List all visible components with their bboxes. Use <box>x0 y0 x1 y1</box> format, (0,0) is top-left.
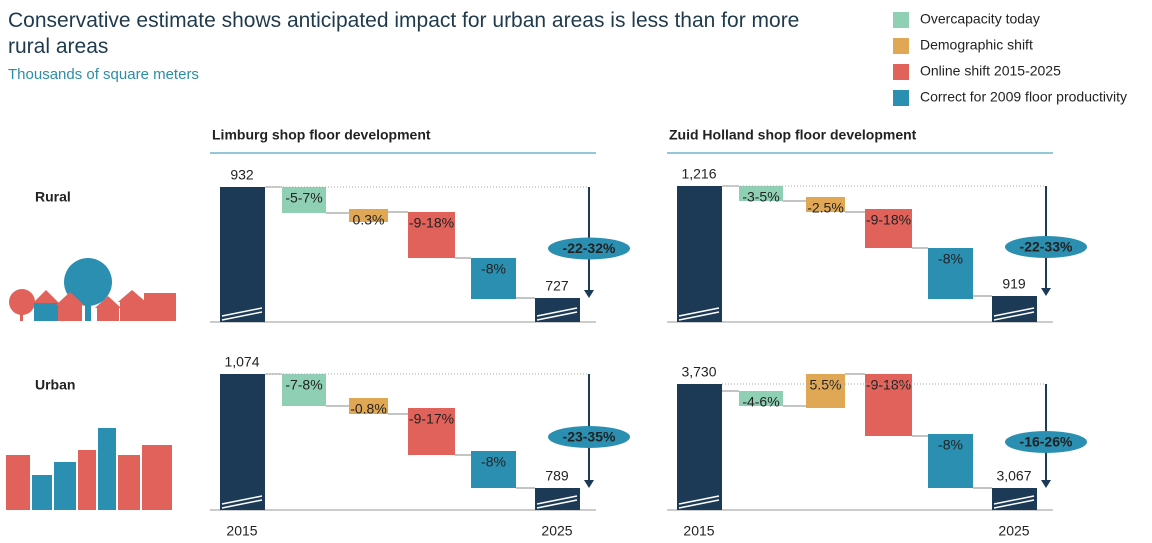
column-title: Limburg shop floor development <box>212 127 431 143</box>
arrow-head <box>584 290 594 298</box>
year-label: 2025 <box>998 523 1029 539</box>
legend-label: Online shift 2015-2025 <box>920 63 1061 79</box>
start-label: 3,730 <box>681 364 716 380</box>
step-label: -9-17% <box>409 411 454 427</box>
step-label: -2.5% <box>807 200 844 216</box>
step-label: -7-8% <box>285 377 322 393</box>
step-label: -8% <box>481 454 506 470</box>
step-label: -3-5% <box>742 189 779 205</box>
step-label: 5.5% <box>810 377 842 393</box>
arrow-head <box>584 480 594 488</box>
year-label: 2015 <box>226 523 257 539</box>
step-label: -5-7% <box>285 190 322 206</box>
total-label: -16-26% <box>1020 434 1073 450</box>
start-bar <box>220 187 265 322</box>
year-label: 2015 <box>683 523 714 539</box>
step-label: -0.8% <box>350 401 387 417</box>
end-label: 919 <box>1002 276 1026 292</box>
start-label: 932 <box>230 167 254 183</box>
start-bar <box>220 374 265 510</box>
rural-icon <box>9 258 176 321</box>
column-title: Zuid Holland shop floor development <box>669 127 917 143</box>
total-label: -23-35% <box>563 429 616 445</box>
total-label: -22-33% <box>1020 239 1073 255</box>
end-label: 727 <box>545 278 569 294</box>
legend-swatch <box>893 12 909 28</box>
step-label: -8% <box>938 437 963 453</box>
step-label: -9-18% <box>866 377 911 393</box>
year-label: 2025 <box>541 523 572 539</box>
end-label: 3,067 <box>996 468 1031 484</box>
step-label: -8% <box>938 251 963 267</box>
legend-swatch <box>893 38 909 54</box>
total-label: -22-32% <box>563 240 616 256</box>
step-label: -9-18% <box>409 215 454 231</box>
step-label: -4-6% <box>742 394 779 410</box>
step-label: 0.3% <box>353 212 385 228</box>
arrow-head <box>1041 480 1051 488</box>
legend-swatch <box>893 90 909 106</box>
row-label: Rural <box>35 189 71 205</box>
end-label: 789 <box>545 468 569 484</box>
start-label: 1,216 <box>681 166 716 182</box>
arrow-head <box>1041 288 1051 296</box>
page: Conservative estimate shows anticipated … <box>0 0 1152 543</box>
start-label: 1,074 <box>224 354 259 370</box>
step-label: -8% <box>481 261 506 277</box>
urban-icon <box>6 428 172 510</box>
legend-label: Demographic shift <box>920 37 1033 53</box>
legend-swatch <box>893 64 909 80</box>
legend-label: Overcapacity today <box>920 11 1040 27</box>
start-bar <box>677 384 722 510</box>
start-bar <box>677 186 722 322</box>
legend-label: Correct for 2009 floor productivity <box>920 89 1127 105</box>
row-label: Urban <box>35 377 75 393</box>
chart: Overcapacity today Demographic shift Onlin… <box>0 0 1152 543</box>
step-label: -9-18% <box>866 212 911 228</box>
